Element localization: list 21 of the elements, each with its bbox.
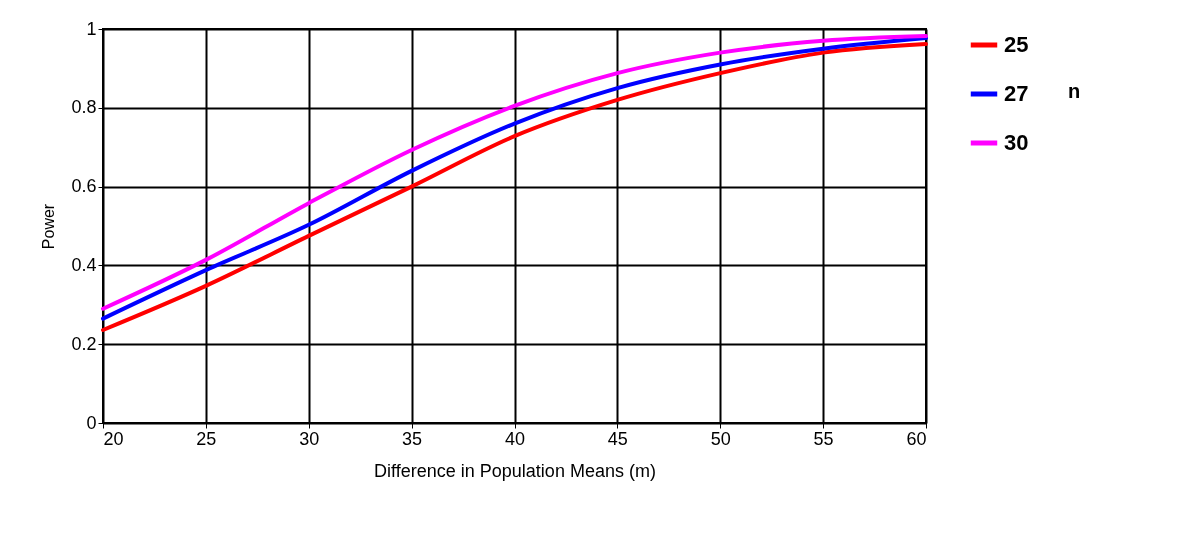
x-tick-label: 35: [402, 428, 423, 449]
legend-label: 27: [1004, 81, 1029, 106]
y-tick-label: 0: [86, 412, 97, 433]
y-tick-label: 0.4: [71, 254, 97, 275]
y-tick-label: 0.8: [71, 97, 97, 118]
y-tick-label: 0.6: [71, 176, 97, 197]
x-tick-label: 55: [813, 428, 834, 449]
legend-label: 25: [1004, 32, 1029, 57]
legend-label: 30: [1004, 130, 1029, 155]
x-tick-label: 60: [906, 428, 927, 449]
x-tick-label: 50: [710, 428, 731, 449]
x-tick-label: 25: [196, 428, 217, 449]
x-tick-label: 30: [299, 428, 320, 449]
x-tick-label: 20: [103, 428, 124, 449]
x-tick-label: 45: [607, 428, 628, 449]
y-tick-label: 0.2: [71, 333, 97, 354]
y-axis-title: Power: [40, 203, 58, 250]
x-axis-title: Difference in Population Means (m): [374, 460, 656, 481]
legend-title: n: [1068, 80, 1081, 102]
x-tick-label: 40: [504, 428, 526, 449]
y-tick-label: 1: [86, 18, 97, 39]
